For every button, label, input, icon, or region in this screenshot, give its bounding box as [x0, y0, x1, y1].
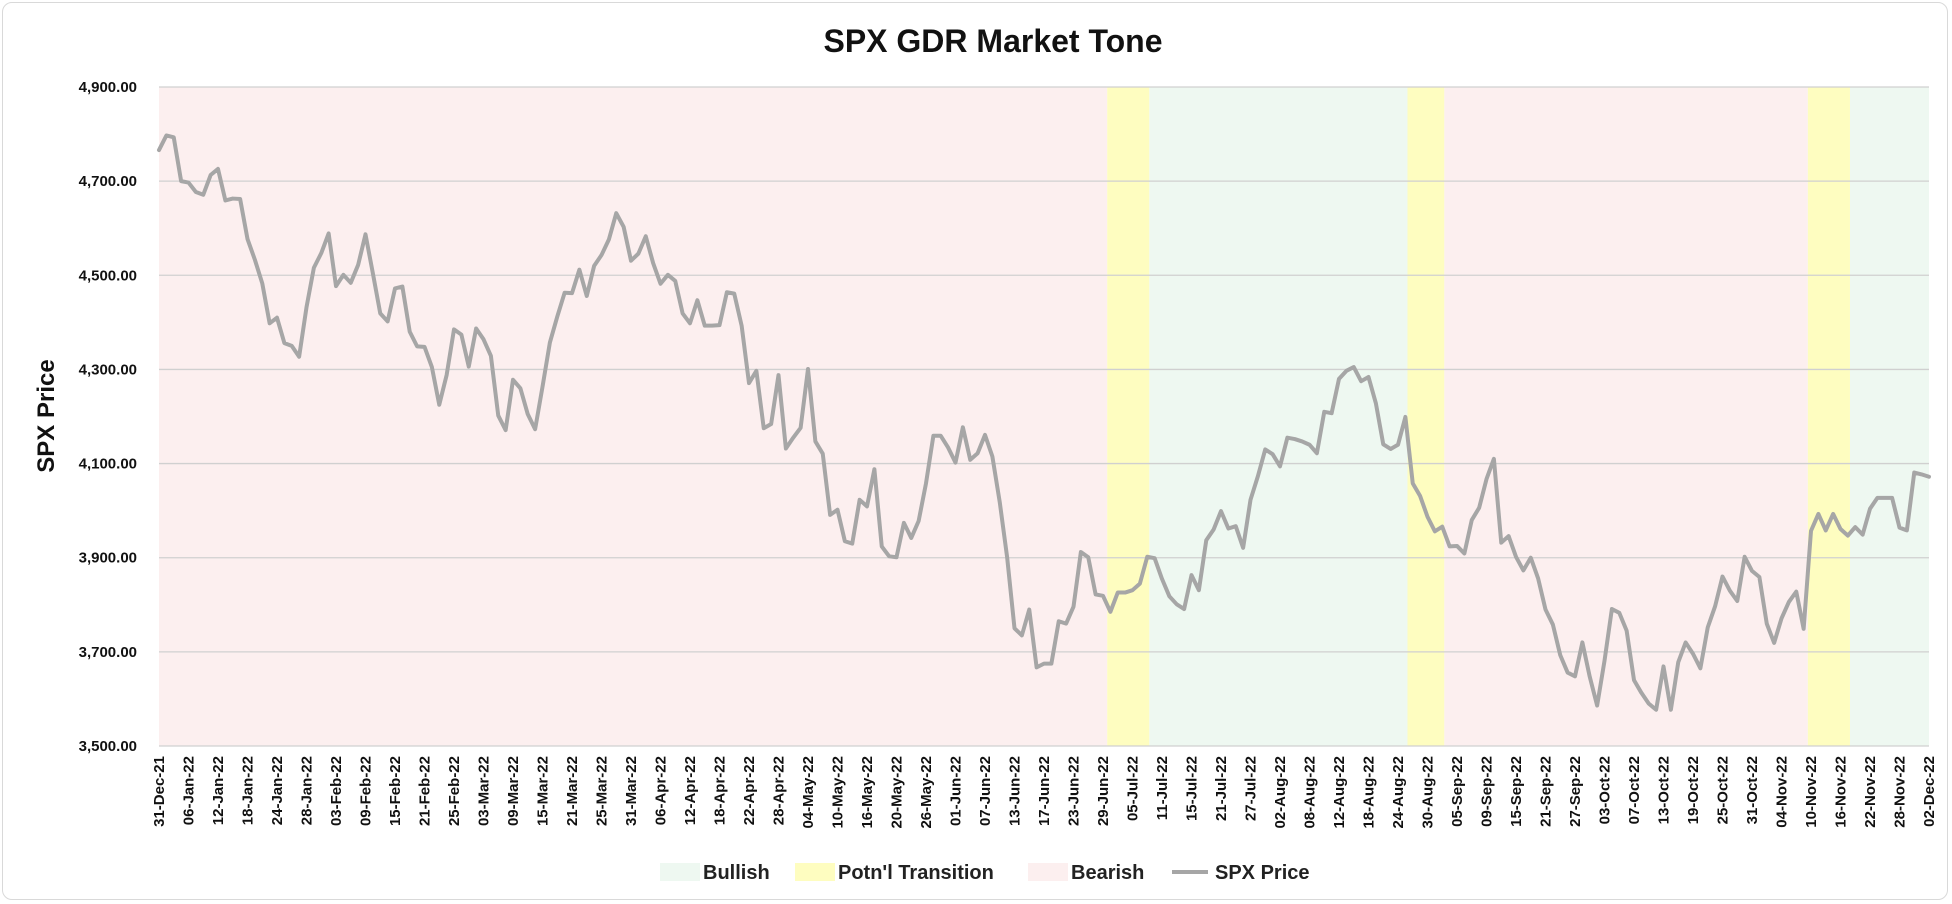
x-tick-label: 03-Feb-22	[328, 756, 345, 826]
x-tick-label: 22-Nov-22	[1862, 756, 1879, 828]
x-tick-label: 31-Oct-22	[1744, 756, 1761, 824]
x-tick-label: 15-Jul-22	[1184, 756, 1201, 821]
x-tick-label: 21-Sep-22	[1538, 756, 1555, 827]
x-tick-label: 01-Jun-22	[948, 756, 965, 826]
legend-swatch-bullish	[660, 863, 700, 881]
x-tick-label: 21-Feb-22	[417, 756, 434, 826]
x-tick-label: 12-Aug-22	[1331, 756, 1348, 829]
x-tick-label: 25-Mar-22	[594, 756, 611, 826]
x-tick-label: 27-Jul-22	[1243, 756, 1260, 821]
region-bearish	[159, 87, 1108, 746]
region-potn-l-transition	[1407, 87, 1445, 746]
x-tick-label: 18-Aug-22	[1361, 756, 1378, 829]
x-tick-label: 23-Jun-22	[1066, 756, 1083, 826]
gridlines	[159, 86, 1929, 747]
x-tick-label: 09-Mar-22	[505, 756, 522, 826]
legend-label-bullish: Bullish	[703, 862, 770, 884]
x-tick-label: 18-Jan-22	[240, 756, 257, 825]
y-tick-label: 4,300.00	[79, 361, 137, 378]
x-tick-label: 30-Aug-22	[1420, 756, 1437, 829]
x-tick-label: 26-May-22	[918, 756, 935, 829]
x-tick-label: 24-Aug-22	[1390, 756, 1407, 829]
x-axis-ticks: 31-Dec-21 06-Jan-22 12-Jan-22 18-Jan-22 24-J…	[151, 756, 1938, 829]
y-tick-label: 4,100.00	[79, 456, 137, 473]
y-tick-label: 4,900.00	[79, 79, 137, 96]
region-potn-l-transition	[1107, 87, 1150, 746]
x-tick-label: 21-Jul-22	[1213, 756, 1230, 821]
x-tick-label: 28-Jan-22	[299, 756, 316, 825]
region-bullish	[1149, 87, 1408, 746]
x-tick-label: 10-Nov-22	[1803, 756, 1820, 828]
x-tick-label: 06-Apr-22	[653, 756, 670, 825]
x-tick-label: 27-Sep-22	[1567, 756, 1584, 827]
x-tick-label: 16-May-22	[859, 756, 876, 829]
x-tick-label: 19-Oct-22	[1685, 756, 1702, 824]
x-tick-label: 15-Sep-22	[1508, 756, 1525, 827]
x-tick-label: 15-Mar-22	[535, 756, 552, 826]
x-tick-label: 21-Mar-22	[564, 756, 581, 826]
x-tick-label: 12-Jan-22	[210, 756, 227, 825]
y-axis-ticks: 3,500.00 3,700.00 3,900.00 4,100.00 4,300.00…	[79, 79, 137, 755]
x-tick-label: 10-May-22	[830, 756, 847, 829]
legend: Bullish Potn'l Transition Bearish SPX Price	[660, 862, 1310, 884]
x-tick-label: 25-Oct-22	[1715, 756, 1732, 824]
x-tick-label: 25-Feb-22	[446, 756, 463, 826]
region-potn-l-transition	[1807, 87, 1850, 746]
x-tick-label: 15-Feb-22	[387, 756, 404, 826]
x-tick-label: 02-Aug-22	[1272, 756, 1289, 829]
x-tick-label: 03-Mar-22	[476, 756, 493, 826]
x-tick-label: 09-Sep-22	[1479, 756, 1496, 827]
x-tick-label: 28-Nov-22	[1892, 756, 1909, 828]
x-tick-label: 29-Jun-22	[1095, 756, 1112, 826]
legend-label-bearish: Bearish	[1071, 862, 1144, 884]
legend-swatch-potn-l-transition	[795, 863, 835, 881]
x-tick-label: 06-Jan-22	[181, 756, 198, 825]
x-tick-label: 12-Apr-22	[682, 756, 699, 825]
x-tick-label: 02-Dec-22	[1921, 756, 1938, 827]
x-tick-label: 07-Jun-22	[977, 756, 994, 826]
tone-regions	[159, 87, 1929, 746]
legend-label-potn-l-transition: Potn'l Transition	[838, 862, 994, 884]
x-tick-label: 07-Oct-22	[1626, 756, 1643, 824]
y-axis-label: SPX Price	[33, 359, 60, 472]
spx-price-line	[157, 133, 1931, 712]
y-tick-label: 3,900.00	[79, 550, 137, 567]
legend-swatch-bearish	[1028, 863, 1068, 881]
price-line-layer	[157, 133, 1931, 712]
y-tick-label: 4,700.00	[79, 173, 137, 190]
y-tick-label: 3,500.00	[79, 738, 137, 755]
x-tick-label: 13-Oct-22	[1656, 756, 1673, 824]
x-tick-label: 04-Nov-22	[1774, 756, 1791, 828]
x-tick-label: 20-May-22	[889, 756, 906, 829]
region-bearish	[1444, 87, 1808, 746]
x-tick-label: 03-Oct-22	[1597, 756, 1614, 824]
x-tick-label: 16-Nov-22	[1833, 756, 1850, 828]
x-tick-label: 17-Jun-22	[1036, 756, 1053, 826]
x-tick-label: 08-Aug-22	[1302, 756, 1319, 829]
x-tick-label: 05-Sep-22	[1449, 756, 1466, 827]
x-tick-label: 28-Apr-22	[771, 756, 788, 825]
x-tick-label: 04-May-22	[800, 756, 817, 829]
y-tick-label: 4,500.00	[79, 267, 137, 284]
x-tick-label: 22-Apr-22	[741, 756, 758, 825]
region-bullish	[1849, 87, 1929, 746]
x-tick-label: 05-Jul-22	[1125, 756, 1142, 821]
x-tick-label: 31-Dec-21	[151, 756, 168, 827]
x-tick-label: 13-Jun-22	[1007, 756, 1024, 826]
y-tick-label: 3,700.00	[79, 644, 137, 661]
x-tick-label: 18-Apr-22	[712, 756, 729, 825]
chart-title: SPX GDR Market Tone	[823, 23, 1162, 59]
x-tick-label: 31-Mar-22	[623, 756, 640, 826]
x-tick-label: 09-Feb-22	[358, 756, 375, 826]
x-tick-label: 24-Jan-22	[269, 756, 286, 825]
legend-label-spx-price: SPX Price	[1215, 862, 1310, 884]
x-tick-label: 11-Jul-22	[1154, 756, 1171, 820]
